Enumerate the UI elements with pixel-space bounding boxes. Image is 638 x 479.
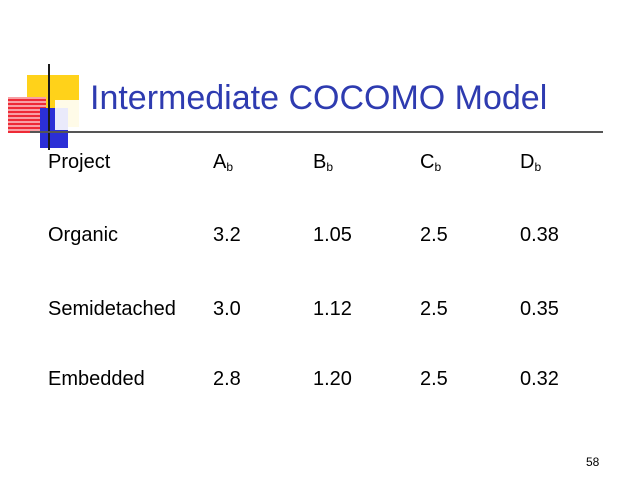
header-project: Project: [48, 148, 110, 176]
header-db-label: D: [520, 151, 535, 173]
row-embedded-project: Embedded: [48, 368, 145, 390]
row-semidetached-project: Semidetached: [48, 298, 176, 320]
header-bb-subscript: b: [326, 160, 334, 174]
header-cb: Cb: [420, 148, 441, 181]
header-ab-label: A: [213, 151, 227, 173]
row-semidetached-cb: 2.5: [420, 298, 448, 320]
title-underline: [30, 131, 603, 133]
header-cb-label: C: [420, 151, 435, 173]
row-organic-cb: 2.5: [420, 224, 448, 246]
row-organic-db: 0.38: [520, 224, 559, 246]
header-bb: Bb: [313, 148, 333, 181]
decorative-vertical-line: [48, 64, 50, 150]
row-embedded-bb: 1.20: [313, 368, 352, 390]
decorative-white-square: [55, 100, 79, 130]
row-organic-bb: 1.05: [313, 224, 352, 246]
slide-title: Intermediate COCOMO Model: [90, 79, 548, 117]
header-db-subscript: b: [534, 160, 542, 174]
header-cb-subscript: b: [434, 160, 442, 174]
row-semidetached-ab: 3.0: [213, 298, 241, 320]
row-semidetached-bb: 1.12: [313, 298, 352, 320]
decorative-red-square: [8, 97, 46, 133]
header-project-label: Project: [48, 151, 111, 173]
row-semidetached-db: 0.35: [520, 298, 559, 320]
header-ab: Ab: [213, 148, 233, 181]
header-db: Db: [520, 148, 541, 181]
row-organic-ab: 3.2: [213, 224, 241, 246]
header-bb-label: B: [313, 151, 327, 173]
row-embedded-db: 0.32: [520, 368, 559, 390]
row-embedded-ab: 2.8: [213, 368, 241, 390]
header-ab-subscript: b: [226, 160, 234, 174]
row-embedded-cb: 2.5: [420, 368, 448, 390]
row-organic-project: Organic: [48, 224, 119, 246]
page-number: 58: [586, 455, 600, 469]
